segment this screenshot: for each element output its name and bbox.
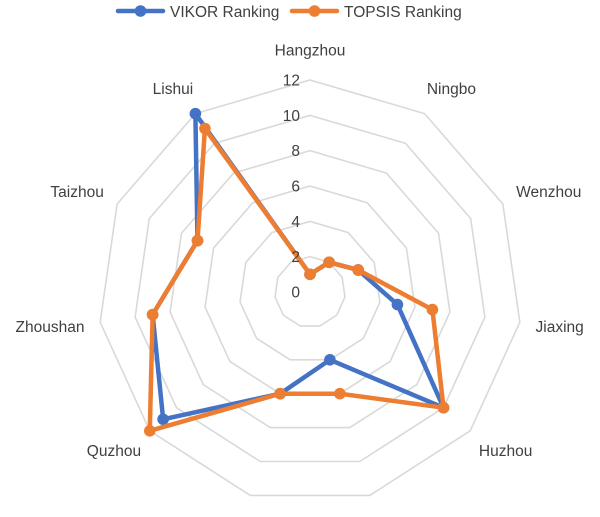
data-point-topsis-quzhou: [143, 425, 156, 437]
data-point-topsis-ningbo: [323, 256, 335, 269]
tick-label: 4: [291, 214, 300, 231]
tick-label: 2: [291, 249, 300, 266]
grid-ring-12: [99, 79, 521, 497]
legend-item-vikor[interactable]: VIKOR Ranking: [115, 4, 279, 21]
legend[interactable]: VIKOR Ranking TOPSIS Ranking: [115, 4, 462, 21]
legend-label-topsis: TOPSIS Ranking: [344, 4, 462, 21]
data-point-vikor-shaoxing: [324, 354, 336, 366]
tick-label: 12: [283, 73, 300, 90]
category-label-jiaxing: Jiaxing: [536, 319, 584, 336]
category-label-huzhou: Huzhou: [479, 443, 532, 460]
data-point-topsis-zhoushan: [146, 308, 159, 321]
data-point-topsis-jinhua: [274, 387, 286, 400]
data-point-topsis-jiaxing: [426, 303, 439, 316]
category-labels: HangzhouNingboWenzhouJiaxingHuzhouShaoxi…: [16, 43, 584, 517]
tick-label: 0: [291, 285, 300, 302]
data-point-topsis-huzhou: [437, 401, 450, 414]
category-label-quzhou: Quzhou: [87, 443, 141, 460]
category-label-zhoushan: Zhoushan: [16, 319, 85, 336]
series-line-topsis: [147, 126, 446, 434]
data-point-topsis-lishui: [199, 122, 211, 135]
grid-ring-4: [239, 220, 381, 361]
radial-tick-labels: 0 2 4 6 8 10 12: [283, 73, 301, 302]
radar-grid: [99, 79, 521, 497]
tick-label: 10: [283, 108, 301, 125]
data-point-vikor-lishui: [189, 107, 202, 120]
category-label-wenzhou: Wenzhou: [516, 184, 581, 201]
grid-ring-8: [169, 149, 451, 429]
category-label-taizhou: Taizhou: [50, 184, 103, 201]
category-label-hangzhou: Hangzhou: [275, 43, 346, 60]
legend-marker-topsis: [308, 5, 321, 17]
grid-ring-10: [134, 114, 486, 463]
grid-ring-2: [274, 255, 346, 327]
legend-item-topsis[interactable]: TOPSIS Ranking: [289, 4, 462, 21]
category-label-lishui: Lishui: [153, 81, 194, 98]
data-point-vikor-jiaxing: [391, 298, 404, 311]
tick-label: 8: [291, 143, 300, 160]
legend-marker-vikor: [134, 5, 147, 17]
data-point-vikor-quzhou: [157, 413, 169, 426]
category-label-ningbo: Ningbo: [427, 81, 476, 98]
data-point-topsis-wenzhou: [352, 264, 365, 276]
data-point-topsis-taizhou: [191, 234, 204, 247]
data-point-topsis-hangzhou: [304, 268, 316, 281]
data-point-topsis-shaoxing: [334, 387, 346, 400]
tick-label: 6: [291, 179, 300, 196]
series-layer: [143, 107, 450, 437]
legend-label-vikor: VIKOR Ranking: [170, 4, 279, 21]
